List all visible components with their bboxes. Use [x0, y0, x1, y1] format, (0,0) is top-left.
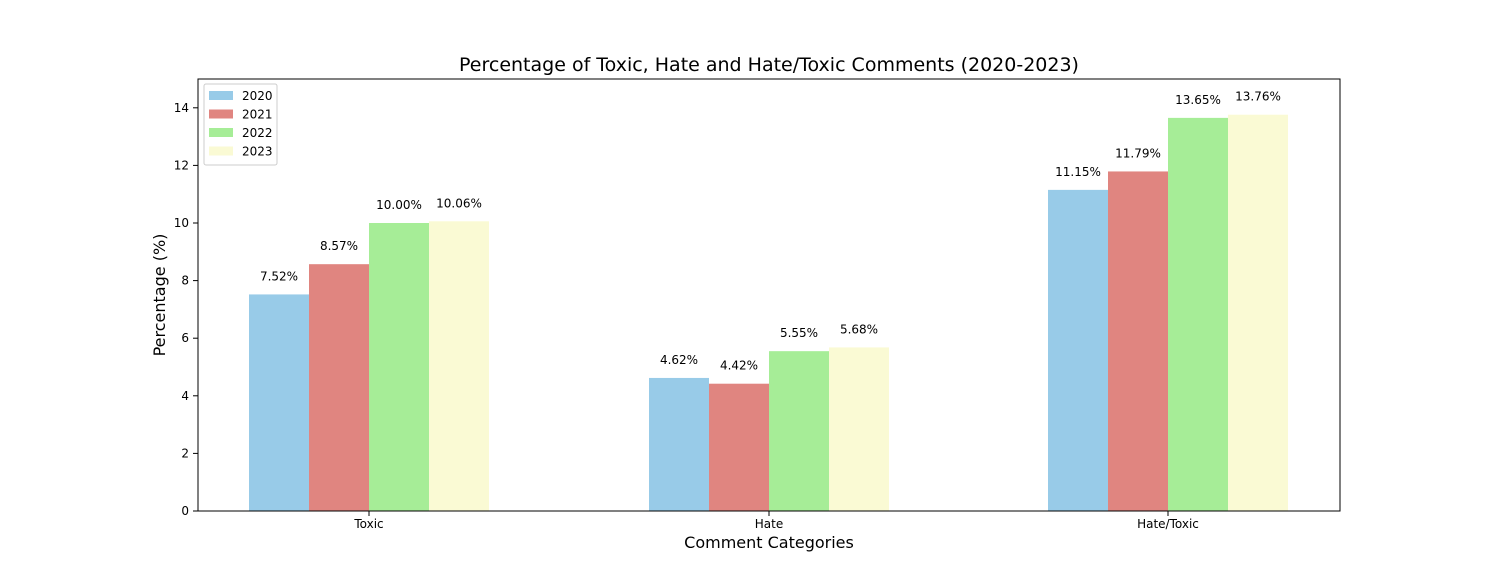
- bar-hate-toxic-2022: [1168, 117, 1228, 511]
- bar-value-label: 10.06%: [436, 196, 482, 210]
- x-tick-label: Hate: [755, 517, 783, 531]
- legend-swatch: [209, 91, 233, 100]
- x-axis-label: Comment Categories: [684, 533, 854, 552]
- legend: 2020 2021 2022 2023: [203, 83, 278, 166]
- legend-label: 2022: [242, 126, 273, 140]
- y-tick-label: 4: [181, 389, 189, 403]
- y-tick-label: 12: [174, 158, 189, 172]
- bar-hate-2022: [769, 351, 829, 511]
- bar-value-label: 5.68%: [840, 322, 878, 336]
- bar-toxic-2020: [249, 294, 309, 511]
- y-tick-label: 2: [181, 446, 189, 460]
- bar-toxic-2021: [309, 264, 369, 511]
- bar-value-label: 4.42%: [720, 359, 758, 373]
- chart-title: Percentage of Toxic, Hate and Hate/Toxic…: [459, 54, 1079, 76]
- bar-value-label: 5.55%: [780, 326, 818, 340]
- bar-hate-2020: [649, 377, 709, 511]
- bar-toxic-2023: [429, 221, 489, 511]
- legend-label: 2021: [242, 108, 273, 122]
- legend-box: [203, 83, 278, 166]
- bar-value-label: 7.52%: [260, 269, 298, 283]
- legend-swatch: [209, 128, 233, 137]
- plot-bars: [249, 114, 1288, 511]
- legend-label: 2020: [242, 89, 273, 103]
- y-axis: 0 2 4 6 8 10 12 14: [174, 101, 198, 518]
- legend-label: 2023: [242, 145, 273, 159]
- legend-swatch: [209, 146, 233, 156]
- bar-value-label: 11.79%: [1115, 146, 1161, 160]
- bar-value-label: 8.57%: [320, 239, 358, 253]
- x-tick-label: Toxic: [353, 517, 383, 531]
- y-tick-label: 6: [181, 331, 189, 345]
- x-axis: Toxic Hate Hate/Toxic: [353, 511, 1199, 531]
- bar-value-label: 13.65%: [1175, 93, 1221, 107]
- y-tick-label: 8: [181, 274, 189, 288]
- bar-hate-2023: [829, 347, 889, 511]
- y-axis-label: Percentage (%): [150, 234, 169, 357]
- y-tick-label: 14: [174, 101, 189, 115]
- bar-hate-2021: [709, 383, 769, 511]
- y-tick-label: 10: [174, 216, 189, 230]
- legend-swatch: [209, 109, 233, 119]
- bar-labels: 7.52% 4.62% 11.15% 8.57% 4.42% 11.79% 10.00% 5.…: [260, 90, 1281, 373]
- bar-value-label: 11.15%: [1055, 165, 1101, 179]
- bar-hate-toxic-2021: [1108, 171, 1168, 511]
- x-tick-label: Hate/Toxic: [1137, 517, 1199, 531]
- bar-toxic-2022: [369, 223, 429, 511]
- bar-value-label: 4.62%: [660, 353, 698, 367]
- bar-value-label: 13.76%: [1235, 90, 1281, 104]
- bar-hate-toxic-2020: [1048, 189, 1108, 511]
- bar-hate-toxic-2023: [1228, 114, 1288, 511]
- y-tick-label: 0: [181, 504, 189, 518]
- bar-value-label: 10.00%: [376, 198, 422, 212]
